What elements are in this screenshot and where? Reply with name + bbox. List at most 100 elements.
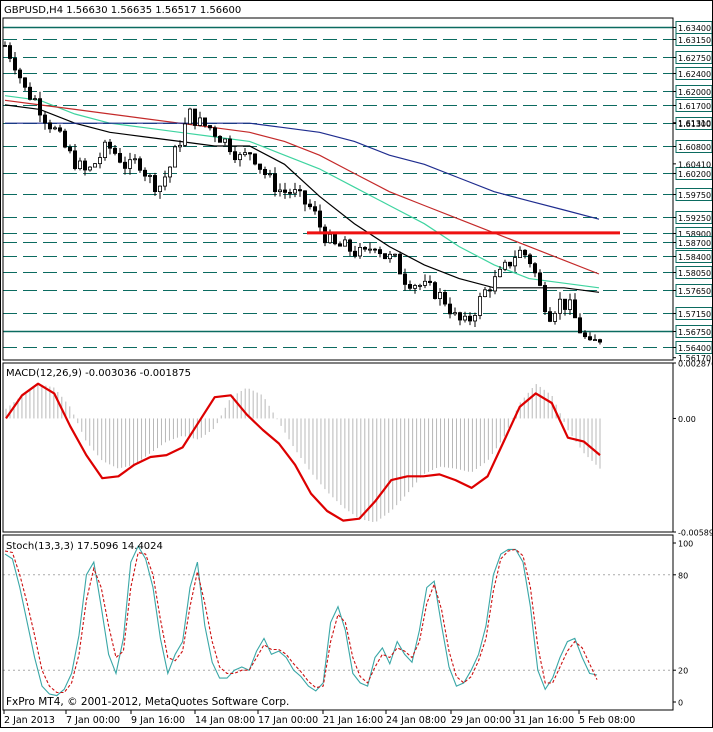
candle-body: [232, 151, 237, 161]
candle-body: [132, 158, 137, 161]
moving-averages: [4, 95, 600, 293]
price-axis-label: 1.61310: [678, 119, 711, 128]
stoch-main-line: [4, 545, 598, 697]
candle-body: [573, 299, 578, 319]
price-tag-label: 1.63150: [678, 36, 711, 45]
candle-body: [518, 249, 523, 258]
stoch-axis-label: 20: [678, 667, 688, 676]
candle-body: [202, 117, 207, 126]
time-axis-label: 5 Feb 08:00: [579, 715, 635, 726]
candle-body: [312, 206, 317, 212]
price-axis-label: 1.56170: [678, 354, 711, 363]
candle-body: [327, 233, 332, 244]
candle-body: [177, 144, 182, 148]
candle-body: [252, 153, 257, 165]
candle-body: [287, 192, 292, 194]
candle-body: [347, 239, 352, 252]
price-tag-label: 1.62400: [678, 70, 711, 79]
macd-axis-label: -0.00589: [678, 529, 713, 538]
candle-body: [507, 261, 512, 267]
candle-body: [362, 247, 367, 250]
candle-body: [452, 312, 457, 315]
time-axis-label: 31 Jan 16:00: [514, 715, 574, 726]
candle-body: [307, 203, 312, 208]
candle-body: [187, 108, 192, 125]
macd-panel: 0.002876 0.00 -0.00589: [5, 360, 713, 538]
candle-body: [533, 263, 538, 274]
candle-body: [93, 163, 98, 168]
copyright-label: FxPro MT4, © 2001-2012, MetaQuotes Softw…: [6, 696, 289, 708]
candle-body: [27, 86, 32, 100]
candle-body: [108, 141, 113, 149]
candle-body: [247, 152, 252, 155]
candle-body: [152, 175, 157, 193]
candle-body: [282, 189, 287, 193]
candle-body: [543, 285, 548, 313]
candle-body: [182, 123, 187, 146]
candle-body: [167, 166, 172, 178]
time-axis-label: 24 Jan 08:00: [386, 715, 446, 726]
time-axis-label: 14 Jan 08:00: [195, 715, 255, 726]
candle-body: [528, 254, 533, 265]
candle-body: [477, 296, 482, 316]
price-tag-label: 1.61300: [678, 120, 711, 129]
candle-body: [277, 189, 282, 192]
time-axis-label: 17 Jan 00:00: [258, 715, 318, 726]
candle-body: [588, 336, 593, 341]
time-axis: 2 Jan 2013 7 Jan 00:00 9 Jan 16:00 14 Jan 0…: [3, 710, 635, 726]
candle-body: [538, 272, 543, 286]
candle-body: [437, 292, 442, 299]
candle-body: [472, 315, 477, 322]
candle-body: [237, 154, 242, 161]
candle-body: [207, 125, 212, 129]
candle-body: [33, 98, 38, 101]
candle-body: [337, 243, 342, 247]
ma-line-black: [4, 104, 600, 293]
price-tag-label: 1.56400: [678, 344, 711, 353]
candle-body: [137, 158, 142, 171]
candle-body: [487, 289, 492, 292]
candle-body: [497, 268, 502, 278]
candle-body: [462, 315, 467, 321]
candle-body: [22, 77, 27, 88]
candle-body: [382, 253, 387, 260]
time-axis-label: 2 Jan 2013: [4, 715, 55, 726]
price-tag-label: 1.58400: [678, 253, 711, 262]
candle-body: [317, 210, 322, 228]
candle-body: [523, 249, 528, 256]
candle-body: [78, 160, 83, 170]
candle-body: [58, 127, 63, 132]
candle-body: [427, 280, 432, 283]
price-tag-label: 1.61700: [678, 102, 711, 111]
stoch-axis-label: 100: [678, 540, 693, 549]
candle-body: [568, 299, 573, 310]
candle-body: [38, 98, 43, 116]
candle-body: [548, 311, 553, 322]
candle-body: [73, 150, 78, 170]
candle-body: [68, 146, 73, 152]
candle-body: [357, 247, 362, 257]
ma-line-blue: [5, 122, 600, 220]
candle-body: [262, 169, 267, 175]
candle-body: [422, 280, 427, 286]
time-axis-label: 7 Jan 00:00: [66, 715, 120, 726]
candle-body: [227, 138, 232, 153]
candle-body: [222, 138, 227, 143]
candle-body: [578, 317, 583, 334]
candle-body: [127, 159, 132, 169]
candle-body: [397, 253, 402, 275]
candle-body: [12, 58, 17, 71]
candle-body: [113, 147, 118, 154]
candle-body: [492, 276, 497, 292]
price-axis-label: 1.60410: [678, 160, 711, 169]
candle-body: [387, 253, 392, 260]
candle-body: [407, 284, 412, 289]
candle-body: [598, 339, 603, 343]
candle-body: [553, 312, 558, 322]
candle-body: [402, 273, 407, 285]
price-tag-label: 1.62000: [678, 88, 711, 97]
candle-body: [563, 298, 568, 310]
